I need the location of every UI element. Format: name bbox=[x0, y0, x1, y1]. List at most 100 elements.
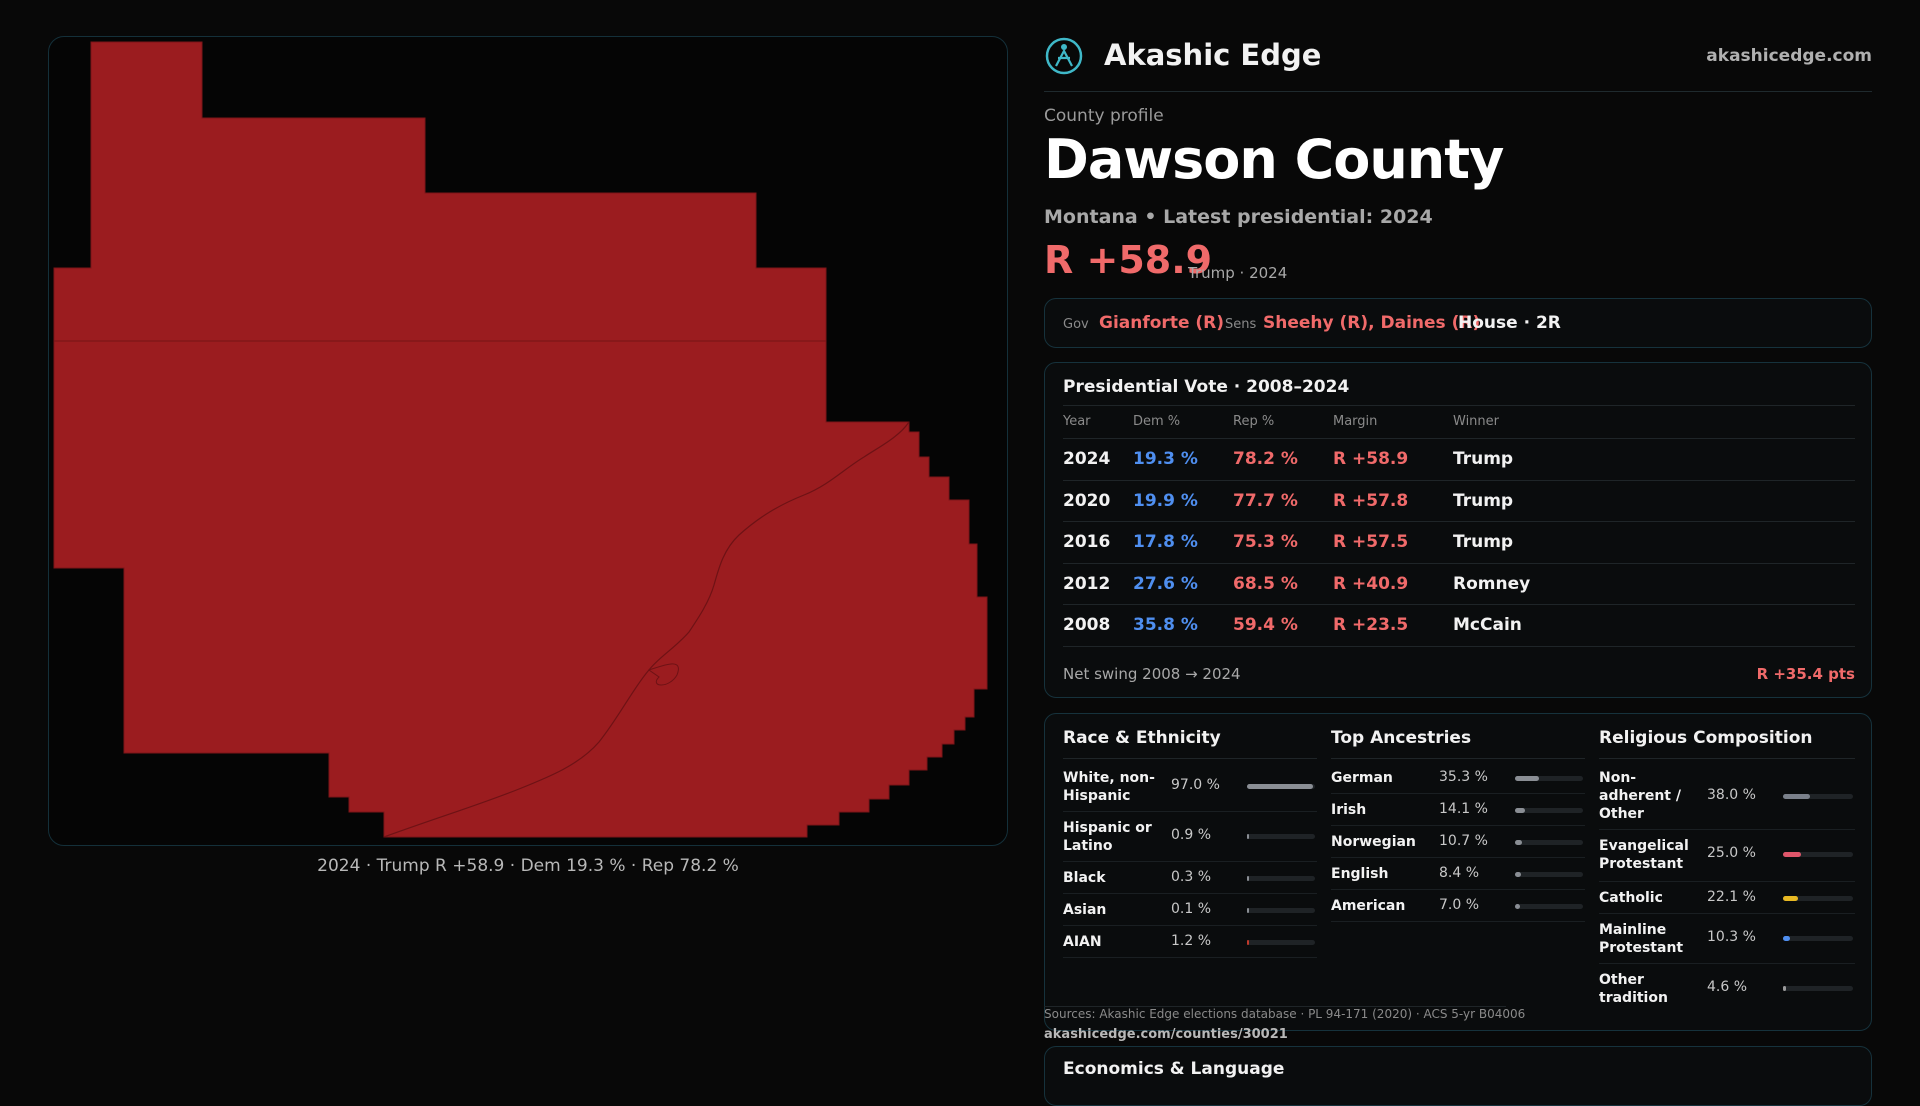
stat-label: Norwegian bbox=[1331, 834, 1416, 850]
bar-fill bbox=[1783, 936, 1791, 941]
stat-label: English bbox=[1331, 866, 1389, 882]
religion-row: Other tradition 4.6 % bbox=[1599, 964, 1855, 1016]
row-year: 2008 bbox=[1063, 615, 1111, 635]
col-winner: Winner bbox=[1453, 414, 1500, 429]
row-winner: Trump bbox=[1453, 532, 1514, 552]
river-oxbow bbox=[647, 663, 679, 686]
eyebrow: County profile bbox=[1044, 106, 1164, 126]
stat-value: 22.1 % bbox=[1707, 889, 1756, 905]
stat-value: 0.1 % bbox=[1171, 901, 1212, 917]
col-year: Year bbox=[1063, 414, 1091, 429]
divider bbox=[1063, 758, 1317, 759]
sources-text: Sources: Akashic Edge elections database… bbox=[1044, 1007, 1526, 1021]
page-title: Dawson County bbox=[1044, 128, 1504, 191]
demographics-card: Race & Ethnicity White, non-Hispanic 97.… bbox=[1044, 713, 1872, 1031]
bar-fill bbox=[1515, 872, 1521, 877]
row-rep: 59.4 % bbox=[1233, 615, 1298, 635]
race-row: Black 0.3 % bbox=[1063, 862, 1317, 894]
stat-label: Asian bbox=[1063, 902, 1107, 918]
table-row: 2024 19.3 % 78.2 % R +58.9 Trump bbox=[1063, 439, 1855, 481]
presidential-table: Year Dem % Rep % Margin Winner 2024 19.3… bbox=[1063, 405, 1855, 647]
bar-track bbox=[1515, 904, 1583, 909]
row-dem: 17.8 % bbox=[1133, 532, 1198, 552]
bar-track bbox=[1783, 986, 1853, 991]
col-margin: Margin bbox=[1333, 414, 1378, 429]
county-map[interactable] bbox=[49, 37, 1008, 846]
table-row: 2020 19.9 % 77.7 % R +57.8 Trump bbox=[1063, 481, 1855, 522]
row-winner: Trump bbox=[1453, 449, 1514, 469]
bar-fill bbox=[1515, 904, 1520, 909]
bar-track bbox=[1783, 852, 1853, 857]
ancestry-row: American 7.0 % bbox=[1331, 890, 1585, 922]
bar-fill bbox=[1515, 840, 1523, 845]
county-map-panel[interactable] bbox=[48, 36, 1008, 846]
race-row: Asian 0.1 % bbox=[1063, 894, 1317, 926]
stat-value: 10.7 % bbox=[1439, 833, 1488, 849]
row-dem: 19.9 % bbox=[1133, 490, 1198, 511]
row-dem: 19.3 % bbox=[1133, 449, 1198, 469]
bar-track bbox=[1247, 876, 1315, 881]
religion-row: Catholic 22.1 % bbox=[1599, 882, 1855, 914]
table-row: 2008 35.8 % 59.4 % R +23.5 McCain bbox=[1063, 605, 1855, 647]
race-row: White, non-Hispanic 97.0 % bbox=[1063, 762, 1317, 812]
bar-track bbox=[1783, 896, 1853, 901]
bar-fill bbox=[1783, 896, 1799, 901]
stat-value: 0.3 % bbox=[1171, 869, 1212, 885]
stat-label: Evangelical Protestant bbox=[1599, 838, 1689, 872]
stat-value: 8.4 % bbox=[1439, 865, 1480, 881]
stat-label: AIAN bbox=[1063, 934, 1102, 950]
header: Akashic Edge akashicedge.com bbox=[1044, 36, 1872, 92]
county-shape[interactable] bbox=[53, 41, 988, 838]
row-winner: Trump bbox=[1453, 490, 1514, 511]
officials-card: Gov Gianforte (R) Sens Sheehy (R), Daine… bbox=[1044, 298, 1872, 348]
headline-margin: R +58.9 bbox=[1044, 238, 1213, 282]
economics-title: Economics & Language bbox=[1063, 1059, 1285, 1079]
row-dem: 35.8 % bbox=[1133, 615, 1198, 635]
net-swing-label: Net swing 2008 → 2024 bbox=[1063, 665, 1241, 683]
row-margin: R +40.9 bbox=[1333, 573, 1409, 594]
permalink[interactable]: akashicedge.com/counties/30021 bbox=[1044, 1027, 1288, 1042]
race-row: AIAN 1.2 % bbox=[1063, 926, 1317, 958]
stat-label: Mainline Protestant bbox=[1599, 922, 1684, 956]
site-link[interactable]: akashicedge.com bbox=[1706, 46, 1872, 66]
stat-label: Hispanic or Latino bbox=[1063, 820, 1152, 854]
bar-track bbox=[1247, 834, 1315, 839]
ancestry-row: German 35.3 % bbox=[1331, 762, 1585, 794]
stat-label: Irish bbox=[1331, 802, 1367, 818]
divider bbox=[1331, 758, 1585, 759]
subtitle: Montana • Latest presidential: 2024 bbox=[1044, 206, 1433, 228]
stat-label: Black bbox=[1063, 870, 1106, 886]
bar-fill bbox=[1783, 852, 1801, 857]
stat-value: 14.1 % bbox=[1439, 801, 1488, 817]
profile-column: Akashic Edge akashicedge.com County prof… bbox=[1044, 0, 1872, 1106]
stat-value: 25.0 % bbox=[1707, 845, 1756, 861]
row-margin: R +57.5 bbox=[1333, 532, 1409, 552]
row-margin: R +23.5 bbox=[1333, 615, 1409, 635]
bar-track bbox=[1515, 840, 1583, 845]
row-winner: Romney bbox=[1453, 573, 1531, 594]
stat-label: Other tradition bbox=[1599, 972, 1668, 1006]
row-year: 2012 bbox=[1063, 573, 1111, 594]
row-year: 2024 bbox=[1063, 449, 1111, 469]
row-rep: 78.2 % bbox=[1233, 449, 1298, 469]
stat-label: Catholic bbox=[1599, 890, 1663, 906]
religion-column: Religious Composition Non-adherent / Oth… bbox=[1599, 714, 1855, 1032]
row-rep: 68.5 % bbox=[1233, 573, 1298, 594]
row-rep: 75.3 % bbox=[1233, 532, 1298, 552]
river-line bbox=[383, 421, 910, 838]
bar-fill bbox=[1247, 784, 1313, 789]
bar-track bbox=[1783, 794, 1853, 799]
map-caption: 2024 · Trump R +58.9 · Dem 19.3 % · Rep … bbox=[317, 856, 739, 876]
gov-label: Gov bbox=[1063, 317, 1089, 332]
race-column: Race & Ethnicity White, non-Hispanic 97.… bbox=[1063, 714, 1317, 1032]
col-dem: Dem % bbox=[1133, 414, 1181, 429]
ancestry-column: Top Ancestries German 35.3 % Irish 14.1 … bbox=[1331, 714, 1585, 1032]
stat-value: 38.0 % bbox=[1707, 787, 1756, 803]
row-dem: 27.6 % bbox=[1133, 573, 1198, 594]
table-header: Year Dem % Rep % Margin Winner bbox=[1063, 405, 1855, 439]
presidential-card: Presidential Vote · 2008–2024 Year Dem %… bbox=[1044, 362, 1872, 698]
race-row: Hispanic or Latino 0.9 % bbox=[1063, 812, 1317, 862]
stat-value: 35.3 % bbox=[1439, 769, 1488, 785]
bar-fill bbox=[1247, 940, 1249, 945]
senators-label: Sens bbox=[1225, 317, 1257, 332]
